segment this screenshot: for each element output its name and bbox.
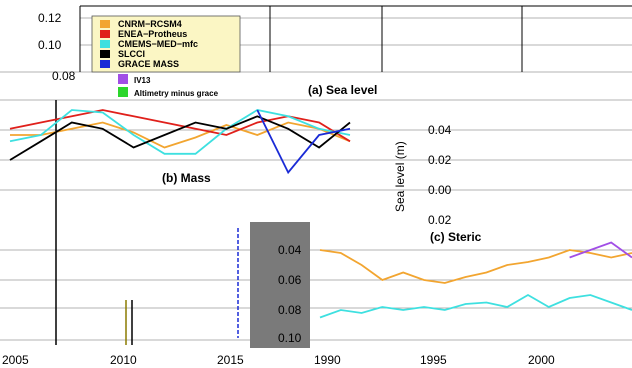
legend-swatch-iv13	[118, 74, 128, 84]
series-line-0-1	[9, 109, 351, 143]
x-tick-steric-2: 2000	[528, 353, 555, 367]
x-tick-mass-1: 2010	[110, 353, 137, 367]
x-tick-mass-2: 2015	[217, 353, 244, 367]
legend-swatch-cnrm	[100, 20, 110, 28]
legend-swatch-cmems	[100, 40, 110, 48]
y-tick-steric-0: 0.04	[278, 243, 302, 257]
series-line-0-0	[10, 121, 351, 149]
legend-label-cnrm: CNRM−RCSM4	[118, 19, 182, 29]
title-sea-level: (a) Sea level	[308, 83, 377, 97]
top-panel-frame	[79, 5, 632, 72]
series-layer	[9, 109, 632, 319]
y-tick-top-2: 0.08	[52, 69, 76, 83]
y-tick-right-1: 0.02	[428, 153, 452, 167]
steric-axis-box	[250, 222, 310, 348]
legend-label-altimetry: Altimetry minus grace	[134, 89, 219, 98]
title-steric: (c) Steric	[430, 230, 482, 244]
y-tick-top-0: 0.12	[38, 11, 62, 25]
legend-box	[91, 15, 241, 73]
x-tick-steric-0: 1990	[314, 353, 341, 367]
x-tick-mass-0: 2005	[2, 353, 29, 367]
legend-label-enea: ENEA−Protheus	[118, 29, 187, 39]
legend-swatch-altimetry	[118, 87, 128, 97]
y-tick-steric-3: 0.10	[278, 331, 302, 345]
ylabel-sea-level: Sea level (m)	[393, 141, 407, 212]
series-line-2-2	[319, 293, 632, 319]
y-tick-right-3: 0.02	[428, 213, 452, 227]
y-tick-top-1: 0.10	[38, 38, 62, 52]
series-line-2-0	[319, 249, 632, 284]
legend-label-grace: GRACE MASS	[118, 59, 179, 69]
legend-swatch-enea	[100, 30, 110, 38]
y-tick-right-0: 0.04	[428, 123, 452, 137]
series-line-0-3	[9, 115, 351, 161]
mass-year-markers	[55, 100, 239, 345]
series-line-2-1	[569, 241, 632, 259]
legend-label-slcci: SLCCI	[118, 49, 145, 59]
legend-swatch-grace	[100, 60, 110, 68]
title-mass: (b) Mass	[162, 171, 211, 185]
legend-label-iv13: IV13	[134, 76, 151, 85]
y-tick-steric-1: 0.06	[278, 273, 302, 287]
legend-swatch-slcci	[100, 50, 110, 58]
series-line-0-2	[9, 109, 351, 155]
legend-label-cmems: CMEMS−MED−mfc	[118, 39, 198, 49]
series-line-0-4	[256, 109, 351, 175]
y-tick-right-2: 0.00	[428, 183, 452, 197]
x-tick-steric-1: 1995	[420, 353, 447, 367]
y-tick-steric-2: 0.08	[278, 303, 302, 317]
